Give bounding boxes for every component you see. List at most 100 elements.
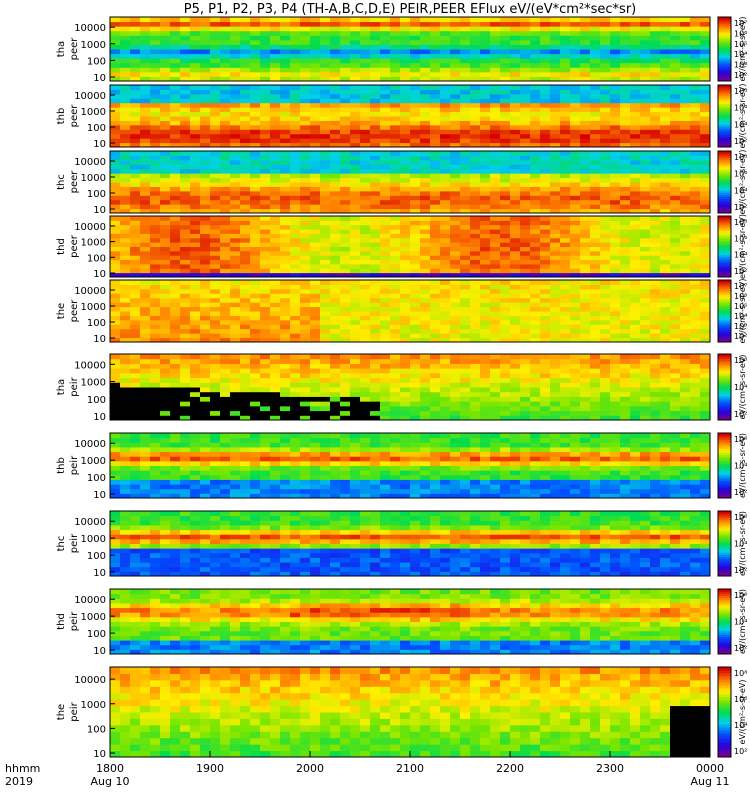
- heatmap-cell: [570, 26, 581, 32]
- heatmap-cell: [250, 93, 261, 99]
- heatmap-cell: [210, 186, 221, 192]
- heatmap-cell: [640, 71, 651, 77]
- heatmap-cell: [150, 164, 161, 170]
- heatmap-cell: [250, 229, 261, 234]
- heatmap-cell: [500, 44, 511, 50]
- heatmap-cell: [210, 102, 221, 108]
- heatmap-cell: [500, 204, 511, 210]
- heatmap-cell: [370, 76, 381, 82]
- heatmap-cell: [210, 233, 221, 239]
- heatmap-cell: [240, 39, 251, 45]
- heatmap-cell: [660, 98, 671, 104]
- heatmap-cell: [550, 263, 561, 269]
- heatmap-cell: [530, 164, 541, 170]
- heatmap-cell: [440, 293, 451, 299]
- panel-frame: [109, 84, 711, 148]
- heatmap-cell: [520, 177, 531, 183]
- heatmap-cell: [140, 216, 151, 221]
- heatmap-cell: [370, 120, 381, 126]
- heatmap-cell: [330, 337, 341, 343]
- heatmap-cell: [250, 133, 261, 139]
- heatmap-cell: [600, 107, 611, 113]
- heatmap-cell: [510, 302, 521, 308]
- heatmap-cell: [520, 263, 531, 269]
- heatmap-cell: [390, 372, 401, 379]
- heatmap-cell: [150, 224, 161, 230]
- heatmap-cell: [120, 387, 131, 393]
- heatmap-cell: [140, 337, 151, 343]
- heatmap-cell: [420, 67, 431, 73]
- heatmap-cell: [700, 237, 711, 243]
- heatmap-cell: [320, 116, 331, 121]
- heatmap-cell: [260, 396, 271, 402]
- heatmap-cell: [150, 39, 161, 45]
- heatmap-cell: [430, 328, 441, 334]
- heatmap-cell: [390, 396, 401, 402]
- heatmap-cell: [230, 186, 241, 192]
- heatmap-cell: [220, 107, 231, 113]
- heatmap-cell: [140, 410, 151, 416]
- colorbar-segment: [718, 262, 731, 266]
- heatmap-cell: [280, 233, 291, 239]
- heatmap-cell: [330, 204, 341, 210]
- heatmap-cell: [230, 328, 241, 334]
- heatmap-cell: [180, 204, 191, 210]
- heatmap-cell: [620, 250, 631, 256]
- heatmap-cell: [150, 124, 161, 130]
- heatmap-cell: [300, 17, 311, 23]
- heatmap-cell: [260, 85, 271, 90]
- heatmap-cell: [520, 116, 531, 121]
- heatmap-cell: [500, 159, 511, 165]
- heatmap-cell: [250, 107, 261, 113]
- heatmap-cell: [480, 315, 491, 321]
- heatmap-cell: [110, 30, 121, 36]
- heatmap-cell: [230, 49, 241, 55]
- heatmap-cell: [360, 363, 371, 369]
- heatmap-cell: [390, 58, 401, 64]
- heatmap-cell: [240, 30, 251, 36]
- heatmap-cell: [140, 111, 151, 117]
- colorbar-segment: [718, 270, 731, 274]
- heatmap-cell: [340, 85, 351, 90]
- heatmap-cell: [460, 242, 471, 247]
- heatmap-cell: [170, 237, 181, 243]
- heatmap-cell: [440, 182, 451, 187]
- heatmap-cell: [260, 382, 271, 388]
- heatmap-cell: [410, 107, 421, 113]
- heatmap-cell: [610, 62, 621, 68]
- heatmap-cell: [430, 229, 441, 234]
- heatmap-cell: [130, 319, 141, 325]
- heatmap-cell: [680, 111, 691, 117]
- heatmap-cell: [290, 182, 301, 187]
- heatmap-cell: [580, 319, 591, 325]
- heatmap-cell: [490, 368, 501, 374]
- heatmap-cell: [380, 71, 391, 77]
- heatmap-cell: [170, 17, 181, 23]
- heatmap-cell: [680, 133, 691, 139]
- heatmap-cell: [320, 182, 331, 187]
- heatmap-cell: [630, 120, 641, 126]
- heatmap-cell: [650, 237, 661, 243]
- heatmap-cell: [410, 315, 421, 321]
- heatmap-cell: [390, 284, 401, 290]
- heatmap-cell: [640, 124, 651, 130]
- heatmap-cell: [700, 102, 711, 108]
- heatmap-cell: [490, 288, 501, 294]
- heatmap-cell: [180, 58, 191, 64]
- colorbar-segment: [718, 292, 731, 295]
- heatmap-cell: [620, 159, 631, 165]
- heatmap-cell: [120, 255, 131, 261]
- heatmap-cell: [110, 120, 121, 126]
- heatmap-cell: [500, 272, 511, 278]
- heatmap-cell: [500, 319, 511, 325]
- heatmap-cell: [260, 26, 271, 32]
- heatmap-cell: [550, 220, 561, 226]
- colorbar-segment: [718, 228, 731, 231]
- heatmap-cell: [620, 142, 631, 148]
- heatmap-cell: [330, 319, 341, 325]
- heatmap-cell: [510, 102, 521, 108]
- heatmap-cell: [460, 255, 471, 261]
- heatmap-cell: [380, 133, 391, 139]
- heatmap-cell: [580, 237, 591, 243]
- heatmap-cell: [420, 368, 431, 374]
